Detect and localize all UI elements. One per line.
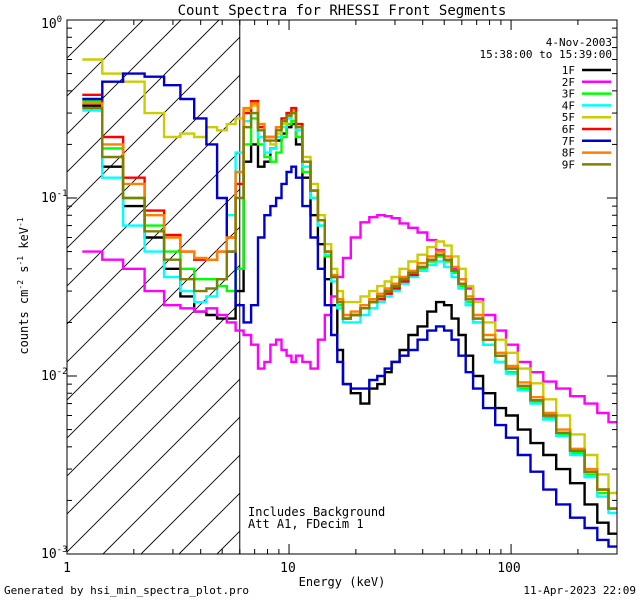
y-tick-label: 10-3 [41,545,68,562]
hatch-line [67,302,240,477]
legend-label: 8F [562,147,575,160]
x-tick-label: 100 [497,561,520,576]
hatch-line [255,20,640,554]
footer-timestamp: 11-Apr-2023 22:09 [523,584,636,597]
series-group [82,58,617,548]
y-tick-label: 100 [41,15,62,32]
hatch-line [140,454,240,554]
chart-title: Count Spectra for RHESSI Front Segments [178,3,507,19]
series-line-5f [82,58,617,495]
x-tick-label: 1 [63,561,71,576]
series-line-7f [82,72,617,548]
hatch-line [67,340,240,515]
note-background: Includes Background [248,505,385,519]
legend-label: 5F [562,111,575,124]
y-tick-labels: 10-3 10-2 10-1 100 [41,15,68,562]
hatch-line [67,378,240,553]
legend-label: 9F [562,158,575,171]
legend-label: 2F [562,76,575,89]
series-line-3f [82,100,617,510]
plot-frame [66,19,618,555]
hatch-line [216,530,240,554]
series-line-2f [82,214,617,424]
x-tick-label: 10 [280,561,296,576]
note-attenuator: Att A1, FDecim 1 [248,517,364,531]
series-line-8f [82,102,617,510]
axis-ticks [66,19,618,555]
time-range-label: 15:38:00 to 15:39:00 [480,48,612,61]
legend-label: 6F [562,123,575,136]
legend-label: 1F [562,64,575,77]
legend-label: 4F [562,99,575,112]
legend-label: 3F [562,88,575,101]
y-tick-label: 10-2 [41,367,68,384]
footer-generated-by: Generated by hsi_min_spectra_plot.pro [4,584,249,597]
legend-label: 7F [562,135,575,148]
hatch-line [67,36,240,211]
hatch-line [67,20,220,173]
hatch-line [102,416,240,554]
y-tick-label: 10-1 [41,189,68,206]
x-tick-labels: 1 10 100 [63,561,521,576]
hatch-line [67,150,240,325]
date-label: 4-Nov-2003 [546,36,612,49]
hatch-line [67,188,240,363]
x-axis-label: Energy (keV) [299,575,386,589]
hatch-line [67,74,240,249]
y-axis-label: counts cm-2 s-1 keV-1 [16,217,31,354]
series-line-9f [82,106,617,510]
hatch-line [67,20,68,21]
hatch-line [67,112,240,287]
